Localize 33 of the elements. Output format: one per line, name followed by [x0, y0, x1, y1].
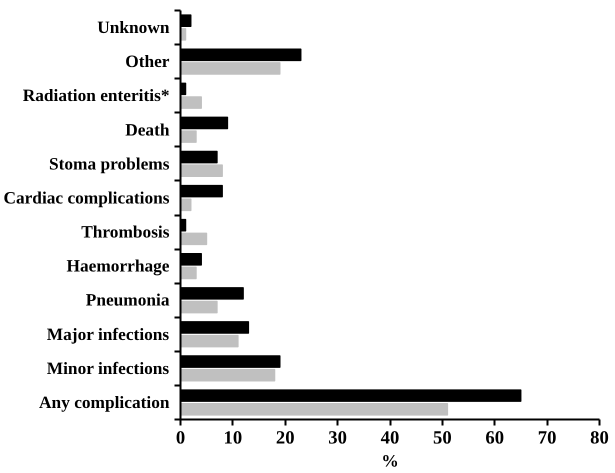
bar — [180, 266, 197, 280]
bar — [180, 198, 192, 212]
bar — [180, 130, 197, 143]
y-tick-label: Thrombosis — [81, 222, 170, 242]
y-tick-label: Other — [125, 52, 170, 72]
y-tick-label: Major infections — [46, 324, 170, 344]
x-tick-label: 30 — [328, 428, 347, 448]
y-tick-label: Haemorrhage — [66, 256, 170, 276]
y-tick-label: Unknown — [97, 18, 170, 38]
y-tick-label: Any complication — [39, 392, 170, 412]
bar — [180, 96, 202, 109]
x-tick-label: 0 — [176, 428, 186, 448]
bar — [180, 164, 223, 177]
y-tick-label: Radiation enteritis* — [22, 86, 170, 106]
x-tick-label: 80 — [590, 428, 609, 448]
x-tick-label: 70 — [538, 428, 556, 448]
x-tick-label: 40 — [380, 428, 400, 448]
x-tick-label: 60 — [485, 428, 504, 448]
y-tick-label: Minor infections — [46, 358, 170, 378]
bar — [180, 300, 218, 314]
bar — [180, 334, 239, 348]
bar — [180, 402, 448, 416]
y-tick-label: Death — [125, 120, 170, 140]
bar — [180, 368, 276, 382]
x-axis-title: % — [381, 452, 399, 470]
y-tick-label: Stoma problems — [49, 154, 170, 174]
x-tick-label: 20 — [276, 428, 295, 448]
y-tick-label: Pneumonia — [86, 290, 170, 310]
y-tick-label: Cardiac complications — [3, 188, 170, 208]
x-tick-label: 10 — [224, 428, 242, 448]
bar — [180, 232, 208, 246]
bar — [180, 62, 281, 75]
x-tick-label: 50 — [433, 428, 452, 448]
